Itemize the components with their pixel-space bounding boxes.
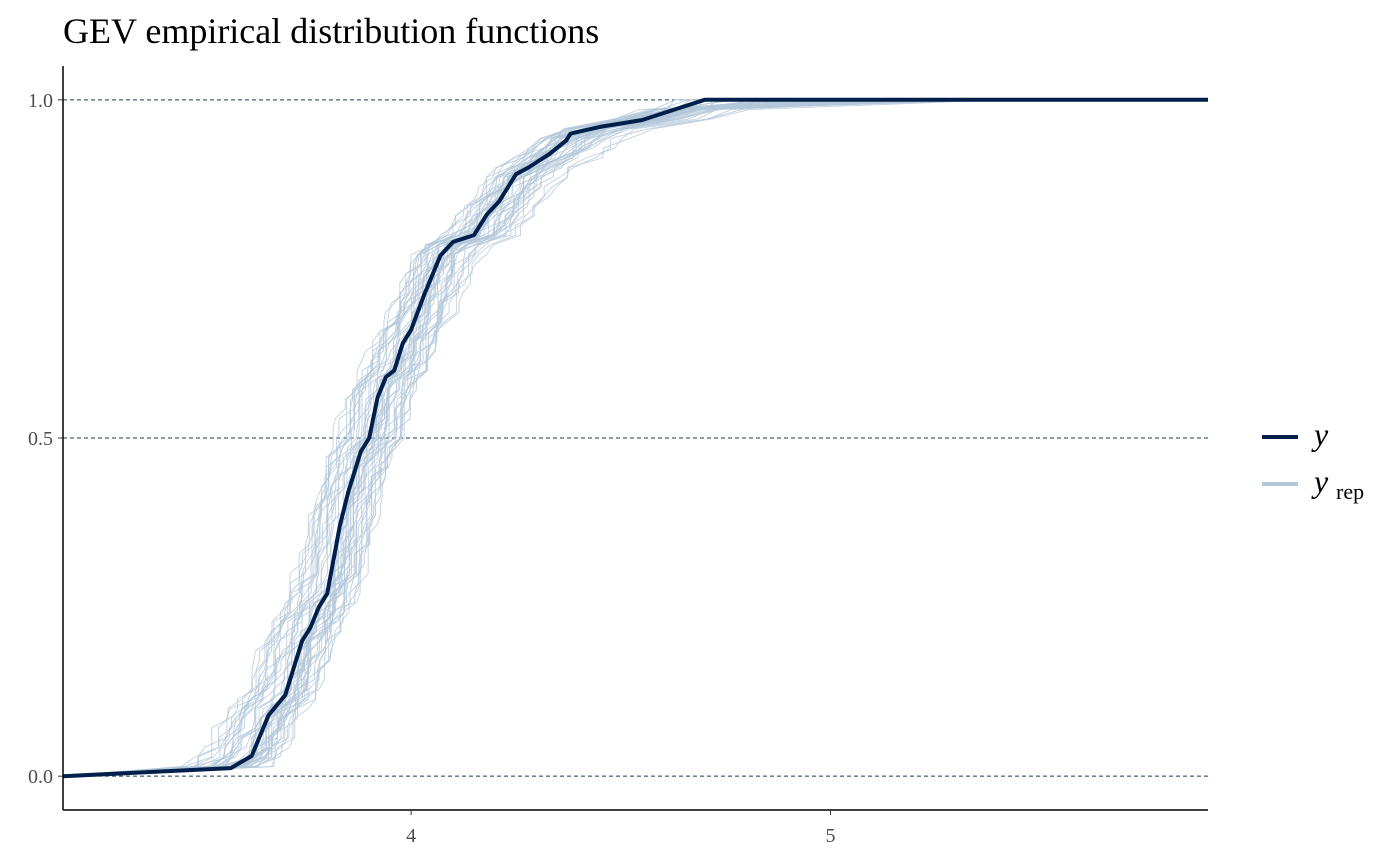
yrep-line-43 bbox=[62, 99, 1208, 777]
legend-sublabel-yrep: rep bbox=[1336, 479, 1364, 504]
x-tick-label-0: 4 bbox=[406, 825, 416, 847]
yrep-line-30 bbox=[62, 99, 1208, 777]
yrep-line-35 bbox=[62, 99, 1208, 777]
yrep-series bbox=[62, 99, 1208, 777]
yrep-line-42 bbox=[62, 99, 1208, 777]
legend: yy rep bbox=[1262, 416, 1364, 504]
yrep-line-45 bbox=[62, 99, 1208, 777]
y-line bbox=[62, 97, 1208, 779]
yrep-line-26 bbox=[62, 99, 1208, 777]
chart-title: GEV empirical distribution functions bbox=[63, 11, 600, 51]
y-tick-label-0: 0.0 bbox=[28, 766, 53, 788]
x-tick-label-1: 5 bbox=[826, 825, 836, 847]
y-tick-label-2: 1.0 bbox=[28, 90, 53, 112]
y-tick-label-1: 0.5 bbox=[28, 428, 53, 450]
tick-labels: 0.0 0.5 1.0 4 5 bbox=[28, 90, 836, 847]
y-series bbox=[62, 97, 1208, 779]
yrep-line-41 bbox=[62, 99, 1208, 777]
yrep-line-49 bbox=[62, 99, 1208, 777]
legend-label-y: y bbox=[1311, 416, 1329, 452]
grid-lines bbox=[63, 99, 1208, 777]
yrep-line-16 bbox=[62, 99, 1208, 777]
yrep-line-19 bbox=[62, 99, 1208, 777]
legend-label-yrep: y bbox=[1311, 463, 1329, 499]
yrep-line-37 bbox=[62, 99, 1208, 777]
yrep-line-10 bbox=[62, 99, 1208, 777]
yrep-line-33 bbox=[62, 99, 1208, 777]
